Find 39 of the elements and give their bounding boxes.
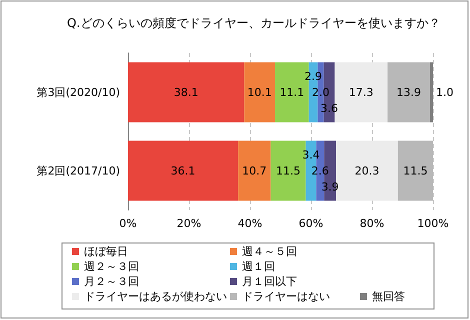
legend-label: ほぼ毎日 (84, 245, 128, 258)
legend-label: ドライヤーはない (242, 290, 330, 303)
data-label: 38.1 (174, 86, 198, 99)
bar (244, 62, 276, 122)
legend-label: 週２～３回 (84, 260, 139, 273)
x-tick-label: 0% (119, 217, 137, 230)
legend-label: 無回答 (372, 290, 405, 303)
legend-label: 月１回以下 (242, 275, 297, 288)
data-label: 10.7 (242, 164, 267, 178)
y-tick-label: 第2回(2017/10) (36, 164, 120, 178)
data-label: 2.6 (311, 164, 329, 178)
data-label: 13.9 (396, 86, 422, 99)
x-tick-label: 40% (238, 217, 262, 230)
bar (398, 140, 433, 201)
legend-label: ドライヤーはあるが使わない (84, 290, 227, 303)
legend-label: 週４～５回 (242, 245, 297, 258)
data-label: 2.0 (312, 86, 330, 99)
legend-label: 週１回 (242, 260, 275, 273)
bar (336, 140, 398, 201)
x-tick-label: 60% (298, 217, 324, 230)
bar (128, 140, 238, 201)
y-tick-label: 第3回(2020/10) (36, 86, 120, 99)
x-tick-label: 20% (176, 217, 202, 230)
bar (430, 62, 433, 122)
data-label: 11.5 (276, 164, 301, 178)
data-label: 11.5 (403, 164, 428, 178)
data-label: 10.1 (247, 86, 272, 99)
data-label: 1.0 (436, 86, 454, 99)
data-label: 36.1 (170, 164, 196, 178)
x-tick-label: 100% (417, 217, 449, 230)
bar (128, 62, 244, 122)
chart-title: Q.どのくらいの頻度でドライヤー、カールドライヤーを使いますか？ (67, 16, 440, 30)
data-label: 11.1 (280, 86, 304, 99)
bar (238, 140, 271, 201)
data-label: 20.3 (354, 164, 380, 178)
bar (388, 62, 430, 122)
legend-label: 月２～３回 (84, 275, 139, 288)
x-tick-label: 80% (360, 217, 384, 230)
data-label: 17.3 (348, 86, 374, 99)
